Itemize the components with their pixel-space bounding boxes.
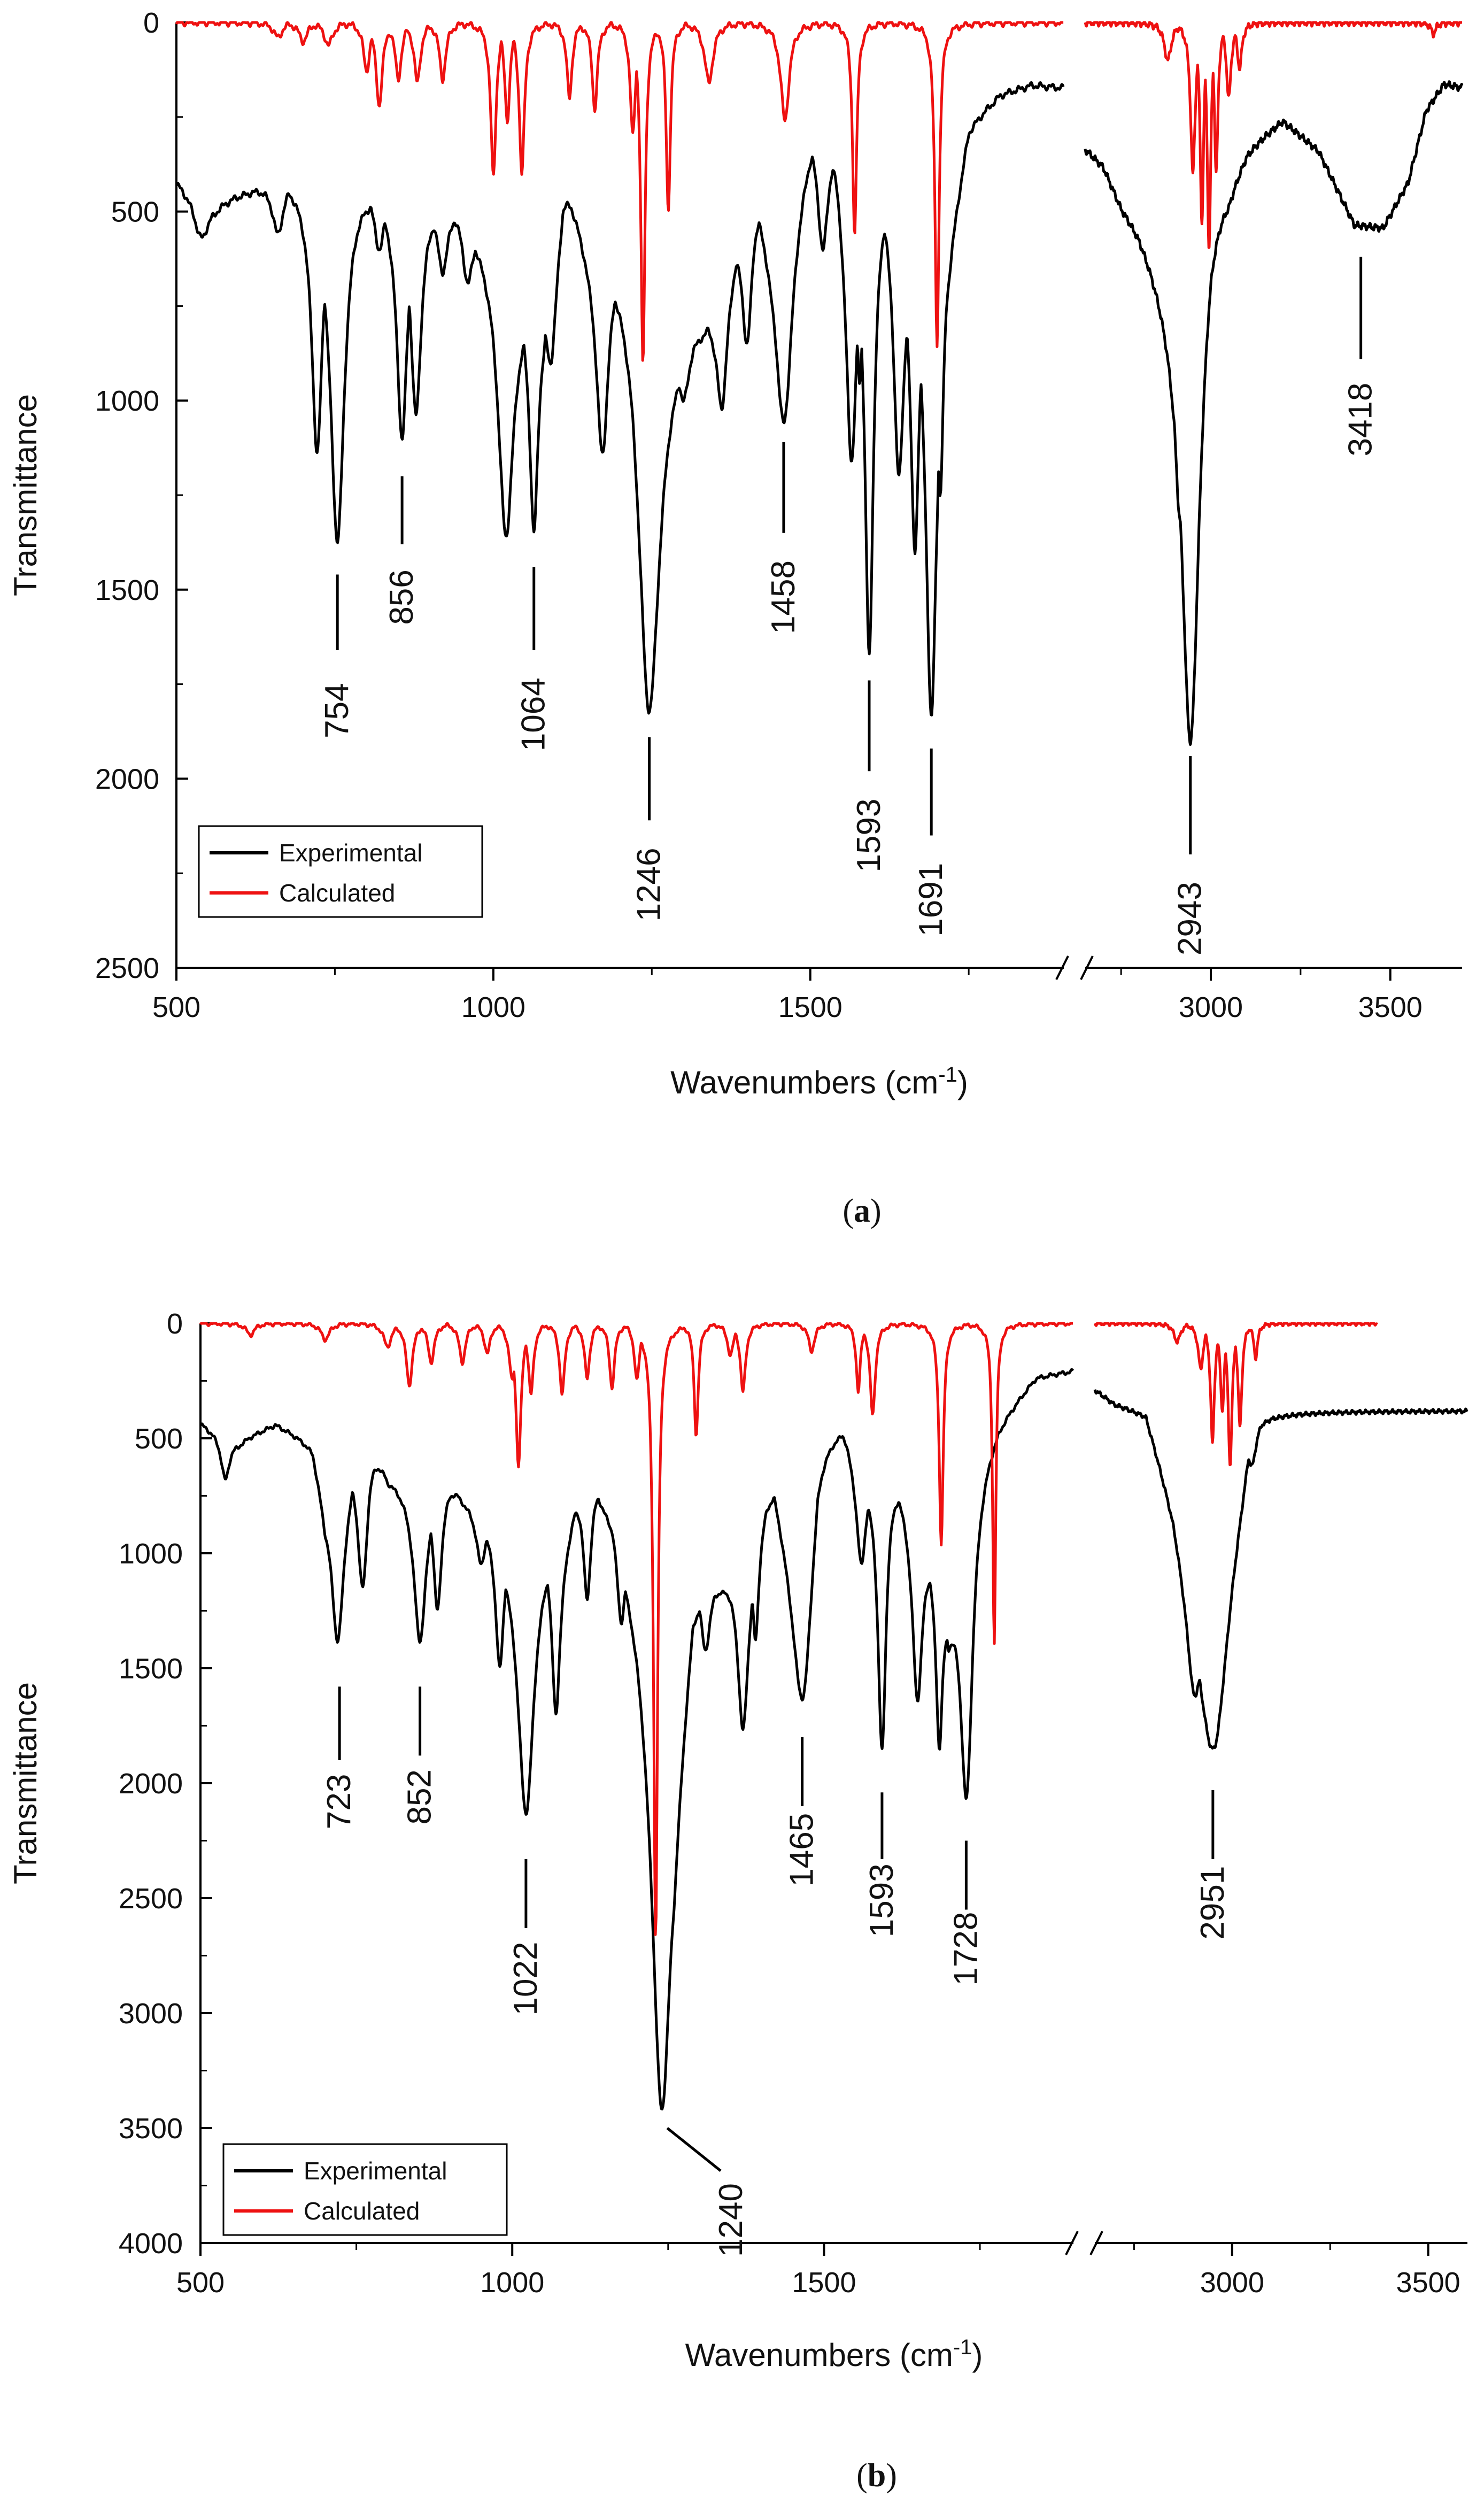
panel-a-y-axis-title: Transmittance [7, 394, 43, 596]
panel-a-x-axis-title: Wavenumbers (cm-1) [670, 1063, 968, 1100]
panel-b-x-tick-label: 500 [176, 2267, 225, 2299]
panel-a-peak-label-1246: 1246 [631, 847, 668, 921]
panel-b-x-axis-title: Wavenumbers (cm-1) [685, 2336, 983, 2373]
panel-b-peak-label-1022: 1022 [507, 1942, 544, 2016]
panel-b-x-tick-label: 1000 [480, 2267, 544, 2299]
panel-b-series-calculated-line [199, 1322, 1378, 1936]
panel-b-legend-box [222, 2143, 508, 2236]
chart-panel-a: 0 500 1000 1500 2000 2500 500 1000 1500 3000 3500 W… [7, 7, 1464, 1229]
panel-b-y-tick-label: 4000 [119, 2228, 183, 2260]
panel-b-peak-label-2951: 2951 [1194, 1866, 1231, 1940]
panel-a-x-tick-label: 500 [152, 991, 200, 1023]
panel-a-peak-label-856: 856 [383, 569, 420, 625]
panel-b-y-tick-label: 3000 [119, 1998, 183, 2030]
panel-a-y-tick-label: 2000 [95, 763, 159, 795]
panel-a-caption: (a) [843, 1193, 881, 1229]
panel-a-peak-label-3418: 3418 [1342, 383, 1379, 457]
panel-a-peak-label-754: 754 [319, 683, 355, 738]
panel-a-x-tick-label: 3500 [1358, 991, 1423, 1023]
panel-b-x-tick-label: 1500 [792, 2267, 856, 2299]
panel-a-y-tick-label: 0 [143, 7, 159, 39]
panel-a-series-calculated-line [175, 21, 1463, 362]
panel-b-y-tick-label: 2000 [119, 1768, 183, 1800]
panel-a-y-tick-label: 2500 [95, 952, 159, 984]
panel-a-peak-label-1691: 1691 [913, 863, 949, 937]
panel-a-series-experimental-line [175, 80, 1464, 746]
panel-b-peak-label-852: 852 [401, 1769, 438, 1824]
chart-panel-b: 0 500 1000 1500 2000 2500 3000 3500 4000 500 1000 1… [7, 1308, 1468, 2494]
panel-b-caption: (b) [856, 2457, 897, 2494]
panel-a-peak-label-1458: 1458 [765, 560, 802, 634]
panel-a-y-tick-label: 1500 [95, 574, 159, 606]
panel-a-y-tick-label: 500 [111, 196, 159, 228]
panel-b-x-tick-label: 3000 [1200, 2267, 1264, 2299]
panel-a-x-tick-label: 3000 [1179, 991, 1243, 1023]
panel-b-legend-label-calculated: Calculated [304, 2197, 420, 2225]
panel-b-y-tick-label: 2500 [119, 1883, 183, 1915]
panel-b-axis-break-mark-a [1065, 2231, 1079, 2255]
panel-b-peak-label-1593: 1593 [863, 1863, 900, 1937]
panel-b-peak-label-723: 723 [321, 1774, 358, 1829]
panel-a-peak-label-1593: 1593 [851, 799, 887, 873]
panel-a-x-tick-label: 1500 [778, 991, 843, 1023]
panel-b-y-tick-label: 1000 [119, 1538, 183, 1570]
panel-b-peak-marker-1240 [666, 2127, 722, 2172]
panel-b-peak-label-1240: 1240 [713, 2183, 749, 2257]
panel-b-x-tick-label: 3500 [1396, 2267, 1460, 2299]
panel-b-y-tick-label: 500 [135, 1423, 183, 1455]
panel-a-legend-box [198, 825, 483, 918]
panel-b-y-tick-label: 1500 [119, 1653, 183, 1685]
panel-b-peak-label-1465: 1465 [784, 1813, 821, 1887]
panel-a-legend-label-calculated: Calculated [279, 879, 395, 907]
panel-a-legend-label-experimental: Experimental [279, 839, 422, 867]
panel-a-axis-break-mark-a [1055, 955, 1069, 980]
panel-a-peak-label-1064: 1064 [515, 677, 552, 751]
panel-a-y-tick-label: 1000 [95, 385, 159, 417]
panel-b-y-tick-label: 0 [167, 1308, 183, 1340]
panel-b-y-tick-label: 3500 [119, 2113, 183, 2145]
panel-b-legend-label-experimental: Experimental [304, 2157, 447, 2185]
panel-b-peak-label-1728: 1728 [947, 1912, 984, 1986]
panel-a-x-tick-label: 1000 [461, 991, 525, 1023]
panel-b-series-experimental-line [199, 1368, 1468, 2110]
panel-a-peak-label-2943: 2943 [1172, 882, 1209, 955]
panel-b-y-axis-title: Transmittance [7, 1682, 43, 1884]
